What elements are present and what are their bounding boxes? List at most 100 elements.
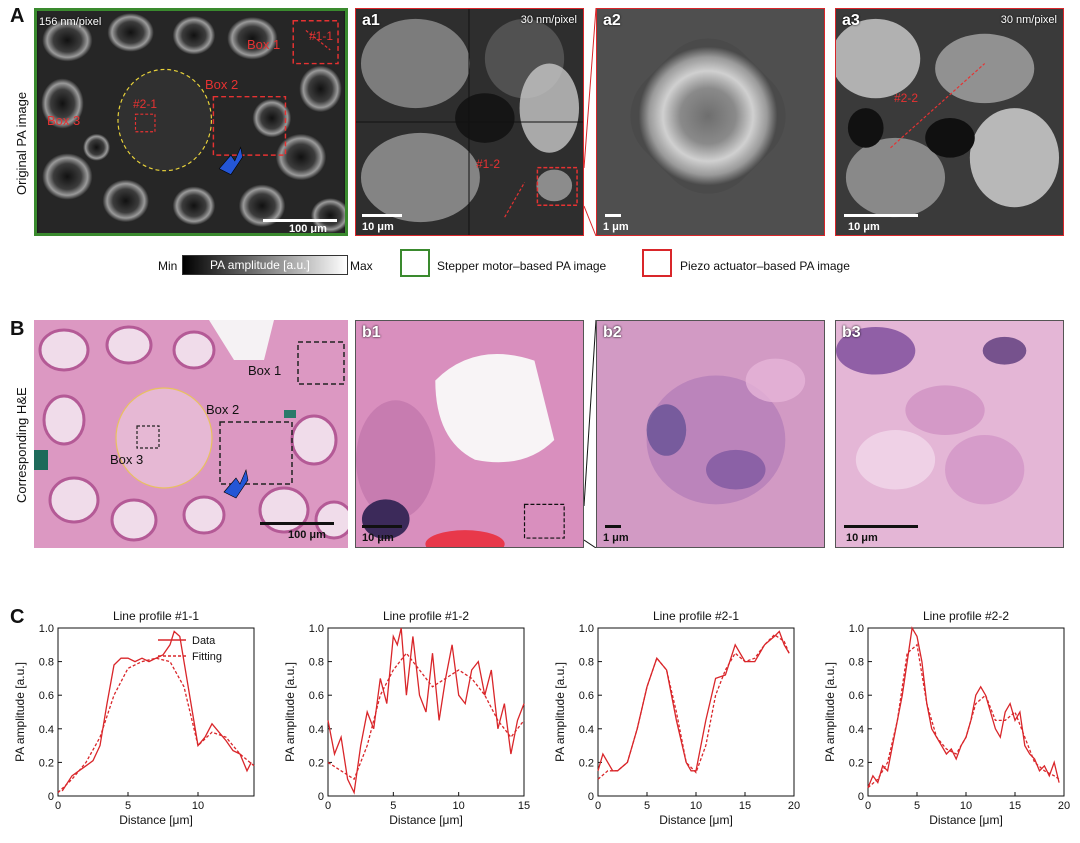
y-tick-label: 0.4 [849, 724, 864, 736]
series-data-line [867, 626, 1060, 788]
row-b-side-label: Corresponding H&E [14, 387, 29, 503]
x-axis-label: Distance [μm] [119, 813, 193, 827]
chart-title: Line profile #2-1 [653, 609, 739, 623]
y-tick-label: 0.2 [579, 757, 594, 769]
y-tick-label: 1.0 [39, 623, 54, 635]
a2-panel: a2 1 μm [596, 8, 825, 236]
x-tick-label: 5 [914, 800, 920, 812]
y-tick-label: 0.8 [579, 657, 594, 669]
legend-fitting-label: Fitting [192, 651, 222, 663]
y-tick-label: 0.4 [579, 724, 594, 736]
x-tick-label: 5 [125, 800, 131, 812]
he-main-panel: Box 1 Box 2 Box 3 100 μm [34, 320, 348, 548]
a2-scale-bar [605, 214, 621, 217]
a3-resolution: 30 nm/pixel [1000, 14, 1057, 26]
y-axis-label: PA amplitude [a.u.] [823, 662, 837, 762]
chart-line-profile-2-2: Line profile #2-2 0 5 10 15 20 0 0.2 0.4 0.6 0.8 1.… [810, 600, 1080, 838]
x-tick-label: 20 [1058, 800, 1070, 812]
main-box3-label: Box 3 [47, 113, 81, 128]
legend-colorbar-label: PA amplitude [a.u.] [210, 258, 310, 272]
y-tick-label: 0.8 [39, 657, 54, 669]
legend-max: Max [350, 259, 373, 273]
a1-line-label: #1-2 [476, 157, 501, 171]
y-tick-label: 1.0 [309, 623, 324, 635]
series-data-line [327, 627, 525, 795]
x-tick-label: 0 [325, 800, 331, 812]
a3-scale-label: 10 μm [848, 221, 880, 233]
legend-green-swatch [400, 249, 430, 277]
b1-label: b1 [362, 324, 381, 341]
legend-data-label: Data [192, 635, 216, 647]
b1-panel: b1 10 μm [355, 320, 584, 548]
y-tick-label: 0.6 [579, 690, 594, 702]
legend-red-label: Piezo actuator–based PA image [680, 259, 850, 273]
x-tick-label: 5 [390, 800, 396, 812]
y-tick-label: 0.8 [849, 657, 864, 669]
b3-image [836, 321, 1063, 547]
a1-resolution: 30 nm/pixel [520, 14, 577, 26]
series-fitting-line [57, 657, 255, 794]
b2-panel: b2 1 μm [596, 320, 825, 548]
y-tick-label: 0.6 [39, 690, 54, 702]
b2-image [597, 321, 824, 547]
series-fitting-line [867, 643, 1060, 789]
pa-main-image [38, 11, 345, 233]
x-tick-label: 15 [1009, 800, 1021, 812]
y-axis-label: PA amplitude [a.u.] [283, 662, 297, 762]
row-b-letter: B [10, 318, 25, 340]
a2-image [597, 9, 824, 235]
x-tick-label: 20 [788, 800, 800, 812]
chart-svg-1-1: Line profile #1-1 0 5 10 0 0.2 0.4 0.6 0.8 1.0 Dis… [13, 609, 255, 827]
y-tick-label: 0.8 [309, 657, 324, 669]
b1-b2-zoom-lines [584, 320, 597, 548]
he-box1-label: Box 1 [248, 363, 282, 378]
series-data-line [61, 630, 252, 792]
legend-min: Min [158, 259, 178, 273]
y-tick-label: 0.2 [849, 757, 864, 769]
chart-svg-2-1: Line profile #2-1 0 5 10 15 20 0 0.2 0.4 0.6 0.8 1.… [553, 609, 800, 827]
chart-title: Line profile #1-2 [383, 609, 469, 623]
chart-svg-2-2: Line profile #2-2 0 5 10 15 20 0 0.2 0.4 0.6 0.8 1.… [823, 609, 1070, 827]
x-tick-label: 0 [865, 800, 871, 812]
b3-label: b3 [842, 324, 861, 341]
x-tick-label: 10 [192, 800, 204, 812]
b1-scale-bar [362, 525, 402, 528]
a3-panel: a3 30 nm/pixel #2-2 10 μm [835, 8, 1064, 236]
row-a-letter: A [10, 5, 25, 27]
chart-svg-1-2: Line profile #1-2 0 5 10 15 0 0.2 0.4 0.6 0.8 1.0 D… [283, 609, 530, 827]
a1-panel: a1 30 nm/pixel #1-2 10 μm [355, 8, 584, 236]
y-tick-label: 0 [858, 791, 864, 803]
a3-label: a3 [842, 12, 860, 29]
main-scale-bar [263, 219, 337, 222]
y-tick-label: 0 [588, 791, 594, 803]
y-tick-label: 0 [318, 791, 324, 803]
a1-scale-label: 10 μm [362, 221, 394, 233]
x-tick-label: 5 [644, 800, 650, 812]
chart-line-profile-1-1: Line profile #1-1 0 5 10 0 0.2 0.4 0.6 0.8 1.0 Dis… [0, 600, 270, 838]
x-tick-label: 0 [55, 800, 61, 812]
a3-line-label: #2-2 [894, 91, 919, 105]
a3-image [836, 9, 1063, 235]
x-axis-label: Distance [μm] [389, 813, 463, 827]
y-axis-label: PA amplitude [a.u.] [13, 662, 27, 762]
b1-scale-label: 10 μm [362, 532, 394, 544]
he-box2-label: Box 2 [206, 402, 240, 417]
y-tick-label: 1.0 [579, 623, 594, 635]
he-scale-bar [260, 522, 334, 525]
x-tick-label: 10 [690, 800, 702, 812]
y-tick-label: 0.4 [309, 724, 324, 736]
he-main-image [34, 320, 348, 548]
row-c-letter: C [10, 606, 25, 628]
x-tick-label: 15 [518, 800, 530, 812]
legend-green-label: Stepper motor–based PA image [437, 259, 607, 273]
chart-title: Line profile #1-1 [113, 609, 199, 623]
a2-label: a2 [603, 12, 621, 29]
b2-scale-label: 1 μm [603, 532, 629, 544]
series-fitting-line [327, 652, 525, 781]
legend-red-swatch [642, 249, 672, 277]
main-line-2-1-label: #2-1 [133, 97, 158, 111]
x-axis-label: Distance [μm] [929, 813, 1003, 827]
a2-scale-label: 1 μm [603, 221, 629, 233]
y-tick-label: 0.6 [849, 690, 864, 702]
x-tick-label: 10 [453, 800, 465, 812]
